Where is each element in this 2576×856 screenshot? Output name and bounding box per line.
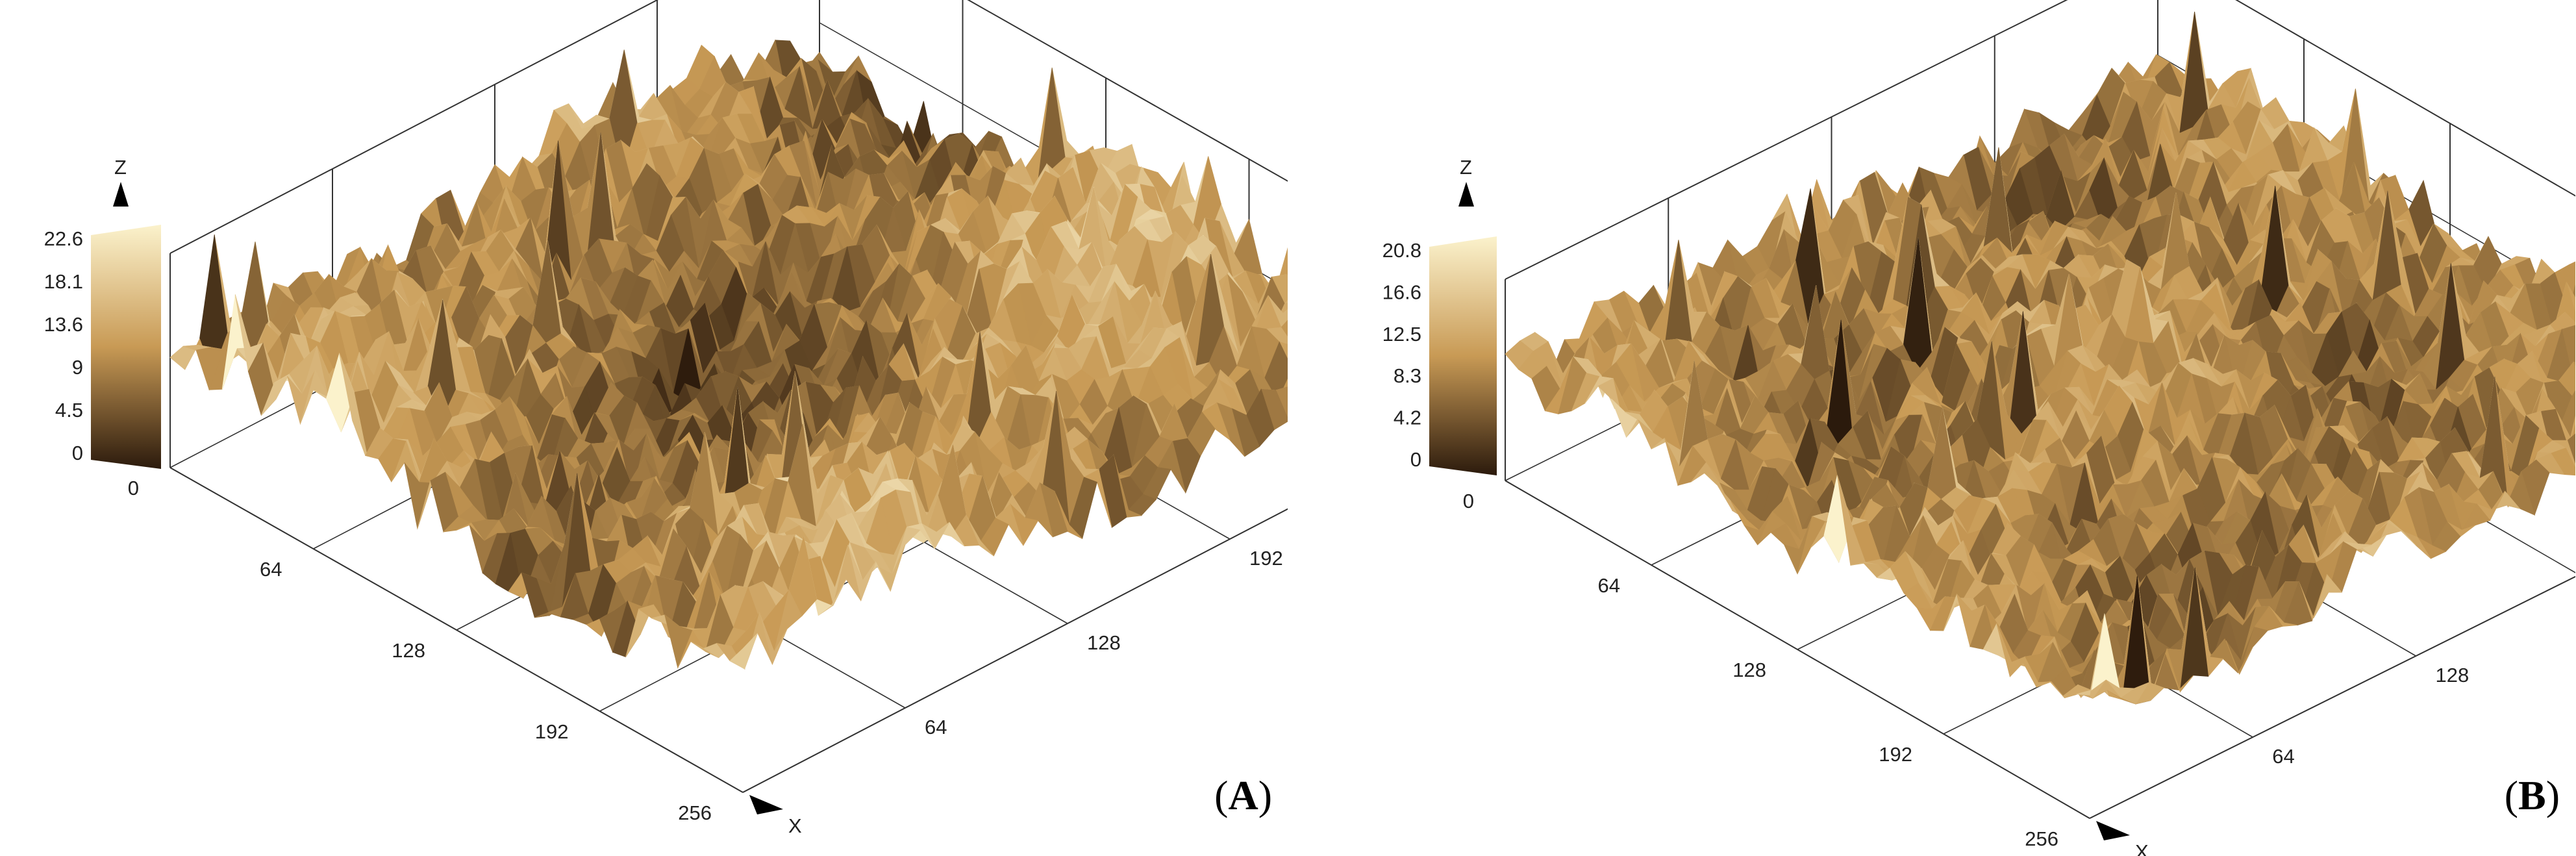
x-tick-label: 128 <box>392 639 425 662</box>
x-axis-arrow <box>749 795 783 814</box>
back-wall-top-edge <box>967 0 1288 182</box>
back-wall-top-edge <box>2235 0 2575 197</box>
x-axis-line <box>1505 480 2090 819</box>
surface-facet <box>729 633 758 670</box>
z-axis-label: Z <box>114 156 127 179</box>
y-tick-label: 128 <box>2436 664 2470 686</box>
y-tick-label: 64 <box>925 716 947 738</box>
x-tick-label: 256 <box>2025 827 2058 850</box>
y-axis-line <box>742 508 1288 793</box>
x-axis-arrow <box>2096 821 2130 840</box>
x-tick-label: 192 <box>1879 743 1912 766</box>
z-axis-arrow <box>1458 182 1474 207</box>
surface-plot-b: 0641281922566412819225610.521XZ20.816.61… <box>1382 0 2575 856</box>
colorbar-tick-label: 4.5 <box>55 399 83 422</box>
surface-mesh <box>1505 11 2575 705</box>
colorbar-tick-label: 13.6 <box>44 313 83 336</box>
x-tick-label: 128 <box>1732 659 1766 681</box>
surface-plot-a: 0641281922566412819225611.523XZ22.618.11… <box>44 0 1288 837</box>
colorbar <box>91 225 161 469</box>
surface-facet <box>1282 308 1288 314</box>
colorbar <box>1429 236 1497 475</box>
y-axis-line <box>2089 575 2575 819</box>
colorbar-tick-label: 22.6 <box>44 227 83 250</box>
x-tick-label: 64 <box>1598 574 1620 597</box>
colorbar-tick-label: 20.8 <box>1382 239 1421 262</box>
y-tick-label: 128 <box>1087 631 1121 654</box>
x-tick-label: 256 <box>678 801 712 824</box>
surface-mesh <box>169 39 1288 670</box>
colorbar-tick-label: 12.5 <box>1382 323 1421 346</box>
surface-facet <box>2570 415 2575 438</box>
x-axis-label: X <box>788 814 802 837</box>
z-axis-label: Z <box>1460 156 1472 179</box>
x-tick-label: 0 <box>1463 490 1474 512</box>
panel-label-a: (A) <box>1214 772 1272 818</box>
colorbar-tick-label: 0 <box>72 442 83 464</box>
colorbar-tick-label: 18.1 <box>44 270 83 293</box>
colorbar-tick-label: 4.2 <box>1394 407 1421 429</box>
y-tick-label: 64 <box>2272 745 2294 768</box>
side-wall-top-edge <box>169 0 659 254</box>
y-tick-label: 192 <box>1249 547 1283 570</box>
panel-b: 0641281922566412819225610.521XZ20.816.61… <box>1288 0 2575 856</box>
surface-facet <box>1281 320 1288 338</box>
x-tick-label: 192 <box>535 720 569 743</box>
x-axis-label: X <box>2135 840 2149 856</box>
z-axis-arrow <box>113 182 129 207</box>
surface-facet <box>1284 299 1288 305</box>
x-axis-line <box>169 467 744 793</box>
colorbar-tick-label: 8.3 <box>1394 364 1421 387</box>
colorbar-tick-label: 16.6 <box>1382 281 1421 303</box>
panel-label-b: (B) <box>2504 772 2560 818</box>
colorbar-tick-label: 0 <box>1410 448 1421 471</box>
panel-a: 0641281922566412819225611.523XZ22.618.11… <box>44 0 1288 837</box>
side-wall-top-edge <box>1505 0 2068 280</box>
colorbar-tick-label: 9 <box>72 356 83 379</box>
x-tick-label: 0 <box>128 477 139 499</box>
surface-facet <box>2076 613 2105 696</box>
surface-facet <box>2567 433 2575 466</box>
x-tick-label: 64 <box>260 558 282 581</box>
